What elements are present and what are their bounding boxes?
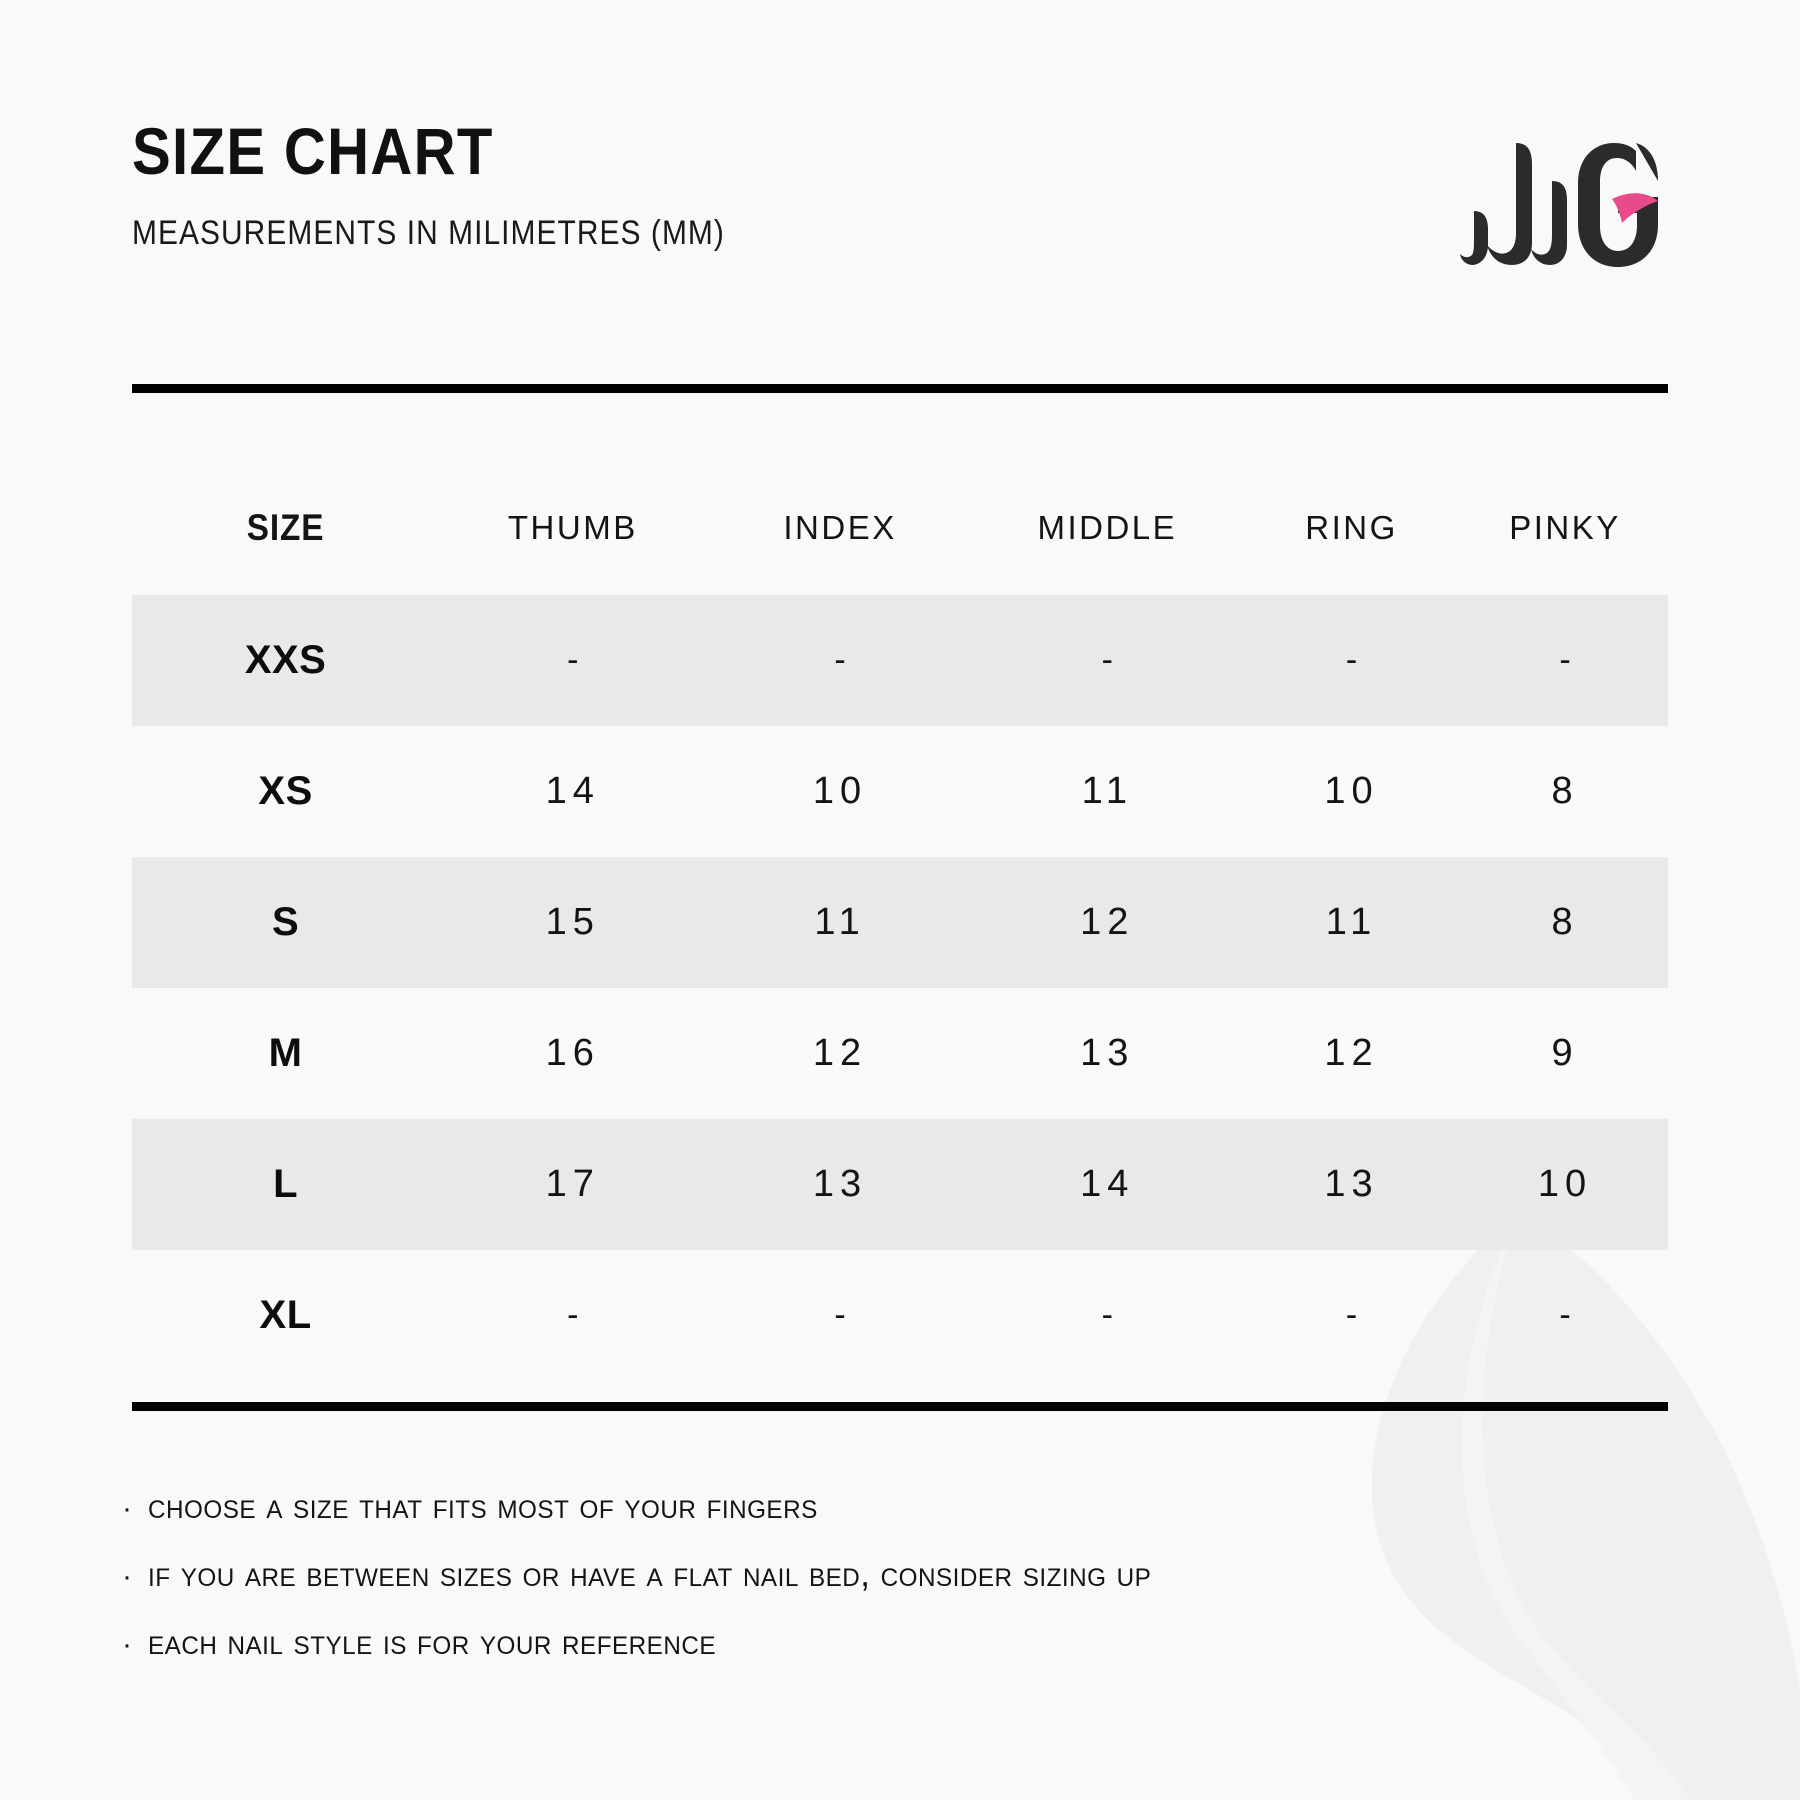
cell-pinky: - xyxy=(1559,1296,1571,1334)
row-size-label: L xyxy=(273,1162,299,1206)
page-subtitle: MEASUREMENTS IN MILIMETRES (MM) xyxy=(132,214,725,252)
note-text: Choose a size that fits most of your fin… xyxy=(148,1485,818,1526)
cell-thumb: 14 xyxy=(545,770,600,812)
table-row: L 17 13 14 13 10 xyxy=(132,1119,1668,1250)
row-size-label: XS xyxy=(258,769,313,813)
page-title: SIZE CHART xyxy=(132,114,494,188)
cell-index: - xyxy=(834,641,846,679)
table-header-row: SIZE THUMB INDEX MIDDLE RING PINKY xyxy=(132,460,1668,595)
size-chart-table: SIZE THUMB INDEX MIDDLE RING PINKY XXS -… xyxy=(132,460,1668,1381)
cell-middle: - xyxy=(1101,641,1113,679)
cell-middle: 12 xyxy=(1080,901,1135,943)
cell-pinky: 8 xyxy=(1551,770,1579,812)
cell-middle: 11 xyxy=(1081,770,1134,812)
table-top-rule xyxy=(132,384,1668,393)
column-header-size: SIZE xyxy=(246,506,325,548)
cell-pinky: 10 xyxy=(1537,1163,1593,1205)
table-row: XS 14 10 11 10 8 xyxy=(132,726,1668,857)
column-header-pinky: PINKY xyxy=(1509,508,1621,546)
cell-middle: 13 xyxy=(1080,1032,1135,1074)
cell-ring: - xyxy=(1345,1296,1358,1334)
table-row: M 16 12 13 12 9 xyxy=(132,988,1668,1119)
note-item: · Choose a size that fits most of your f… xyxy=(122,1485,1700,1527)
note-item: · If you are between sizes or have a fla… xyxy=(122,1553,1700,1595)
cell-middle: - xyxy=(1101,1296,1113,1334)
note-item: · Each nail style is for your reference xyxy=(122,1621,1700,1663)
notes-list: · Choose a size that fits most of your f… xyxy=(122,1485,1700,1689)
cell-pinky: 8 xyxy=(1551,901,1579,943)
table-row: S 15 11 12 11 8 xyxy=(132,857,1668,988)
cell-index: - xyxy=(834,1296,846,1334)
cell-thumb: - xyxy=(567,1296,579,1334)
table-row: XL - - - - - xyxy=(132,1250,1668,1381)
cell-index: 13 xyxy=(812,1163,868,1205)
bullet-icon: · xyxy=(122,1628,133,1661)
cell-index: 11 xyxy=(814,901,866,943)
bullet-icon: · xyxy=(122,1560,133,1593)
cell-thumb: - xyxy=(567,641,579,679)
row-size-label: XL xyxy=(259,1293,312,1337)
note-text: Each nail style is for your reference xyxy=(148,1621,716,1662)
cell-ring: 10 xyxy=(1324,770,1379,812)
bullet-icon: · xyxy=(122,1492,133,1525)
jig-brand-logo-icon xyxy=(1460,143,1658,267)
row-size-label: M xyxy=(268,1031,303,1075)
cell-index: 10 xyxy=(812,770,868,812)
column-header-thumb: THUMB xyxy=(507,508,638,546)
page-header: SIZE CHART MEASUREMENTS IN MILIMETRES (M… xyxy=(132,118,1668,288)
column-header-ring: RING xyxy=(1305,508,1398,546)
cell-ring: 12 xyxy=(1324,1032,1379,1074)
column-header-middle: MIDDLE xyxy=(1037,508,1178,546)
cell-middle: 14 xyxy=(1080,1163,1135,1205)
cell-index: 12 xyxy=(812,1032,868,1074)
cell-pinky: 9 xyxy=(1551,1032,1579,1074)
cell-thumb: 16 xyxy=(545,1032,600,1074)
table-row: XXS - - - - - xyxy=(132,595,1668,726)
cell-ring: - xyxy=(1345,641,1358,679)
row-size-label: XXS xyxy=(244,638,327,682)
cell-thumb: 17 xyxy=(545,1163,600,1205)
note-text: If you are between sizes or have a flat … xyxy=(148,1553,1152,1594)
table-bottom-rule xyxy=(132,1402,1668,1411)
cell-ring: 13 xyxy=(1324,1163,1379,1205)
row-size-label: S xyxy=(272,900,300,944)
cell-thumb: 15 xyxy=(545,901,600,943)
cell-ring: 11 xyxy=(1325,901,1378,943)
column-header-index: INDEX xyxy=(783,508,897,546)
cell-pinky: - xyxy=(1559,641,1571,679)
